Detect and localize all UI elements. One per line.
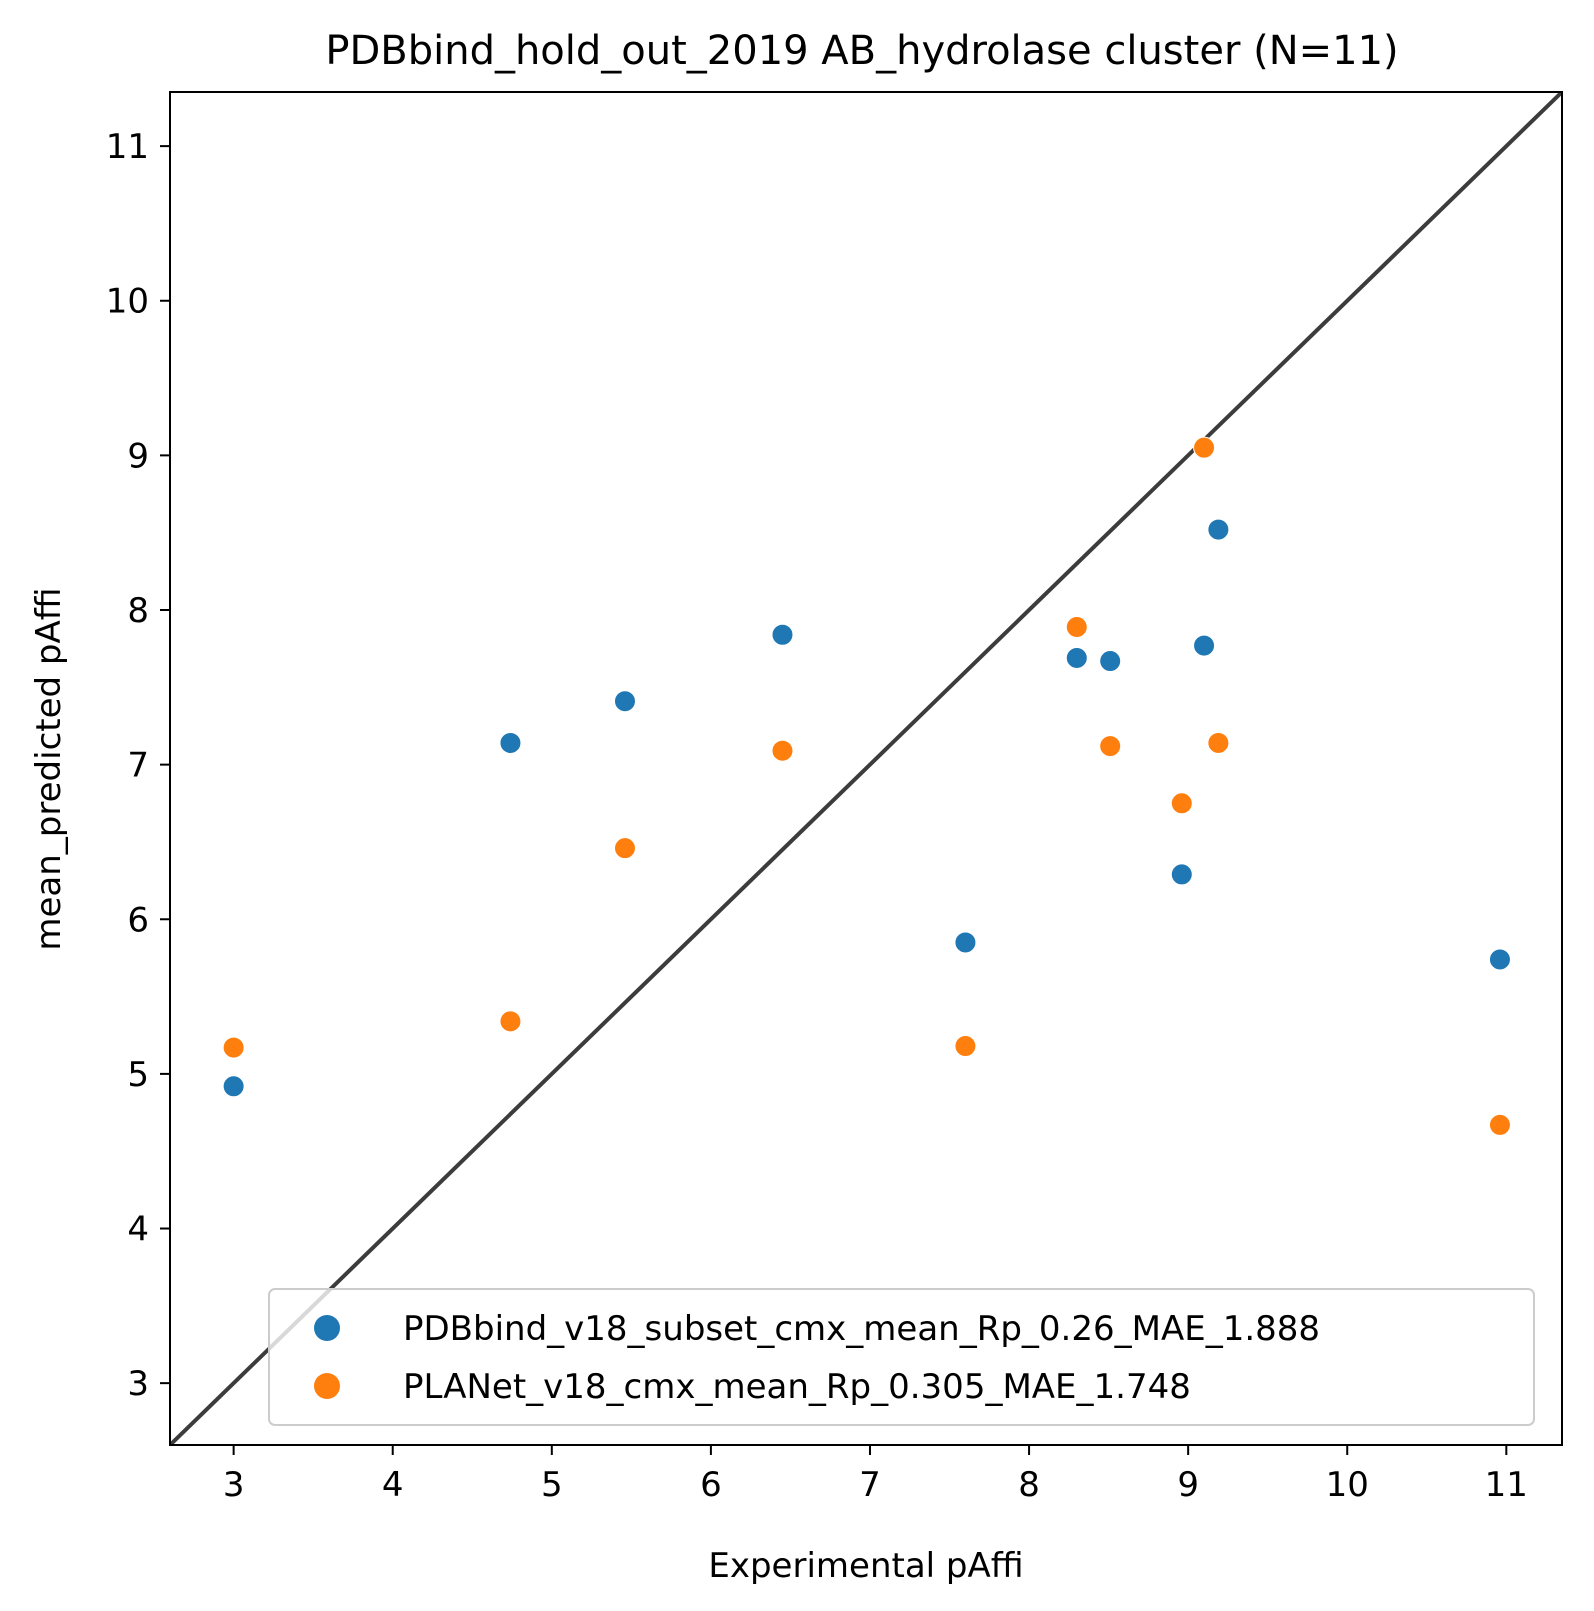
x-tick-label: 6	[700, 1465, 722, 1505]
y-tick-label: 9	[127, 436, 149, 476]
plot-area: 3 4 5 6 7 8 9 10 11 3 4 5 6 7 8 9 10 11	[106, 92, 1562, 1505]
y-tick-label: 7	[127, 746, 149, 786]
legend-box	[268, 1288, 1535, 1426]
chart-title: PDBbind_hold_out_2019 AB_hydrolase clust…	[325, 28, 1398, 74]
x-tick-label: 5	[541, 1465, 563, 1505]
data-point-series-1	[222, 1075, 245, 1098]
legend-label-series-1: PDBbind_v18_subset_cmx_mean_Rp_0.26_MAE_…	[403, 1309, 1320, 1349]
legend-marker-series-1	[314, 1315, 340, 1341]
data-point-series-1	[1099, 650, 1122, 673]
x-tick-label: 7	[859, 1465, 881, 1505]
x-tick-label: 8	[1018, 1465, 1040, 1505]
data-point-series-2	[222, 1036, 245, 1059]
data-point-series-2	[771, 739, 794, 762]
x-tick-label: 4	[382, 1465, 404, 1505]
data-point-series-1	[1193, 634, 1216, 657]
data-point-series-2	[1170, 792, 1193, 815]
x-axis-label: Experimental pAffi	[708, 1546, 1023, 1586]
legend-marker-series-2	[314, 1373, 340, 1399]
x-tick-label: 11	[1485, 1465, 1528, 1505]
plot-frame	[169, 91, 1563, 1446]
y-tick-label: 6	[127, 900, 149, 940]
data-point-series-2	[1099, 735, 1122, 758]
data-point-series-2	[499, 1010, 522, 1033]
y-tick-label: 4	[127, 1210, 149, 1250]
data-point-series-2	[1488, 1113, 1511, 1136]
y-axis-label: mean_predicted pAffi	[29, 587, 69, 950]
data-point-series-1	[613, 690, 636, 713]
data-point-series-2	[1193, 436, 1216, 459]
identity-line	[170, 92, 1562, 1445]
legend-label-series-2: PLANet_v18_cmx_mean_Rp_0.305_MAE_1.748	[403, 1367, 1191, 1407]
data-point-series-1	[954, 931, 977, 954]
data-point-series-2	[1207, 731, 1230, 754]
data-point-series-2	[613, 837, 636, 860]
data-point-series-1	[499, 731, 522, 754]
data-point-series-1	[771, 623, 794, 646]
y-tick-label: 11	[106, 127, 149, 167]
x-tick-label: 3	[223, 1465, 245, 1505]
y-tick-label: 8	[127, 591, 149, 631]
legend: PDBbind_v18_subset_cmx_mean_Rp_0.26_MAE_…	[268, 1288, 1535, 1426]
x-tick-label: 9	[1177, 1465, 1199, 1505]
data-point-series-2	[1065, 616, 1088, 639]
y-tick-label: 3	[127, 1364, 149, 1404]
y-tick-label: 10	[106, 282, 149, 322]
x-tick-label: 10	[1326, 1465, 1369, 1505]
data-point-series-1	[1170, 863, 1193, 886]
data-point-series-1	[1207, 518, 1230, 541]
data-point-series-1	[1488, 948, 1511, 971]
data-point-series-1	[1065, 646, 1088, 669]
y-tick-label: 5	[127, 1055, 149, 1095]
data-point-series-2	[954, 1035, 977, 1058]
